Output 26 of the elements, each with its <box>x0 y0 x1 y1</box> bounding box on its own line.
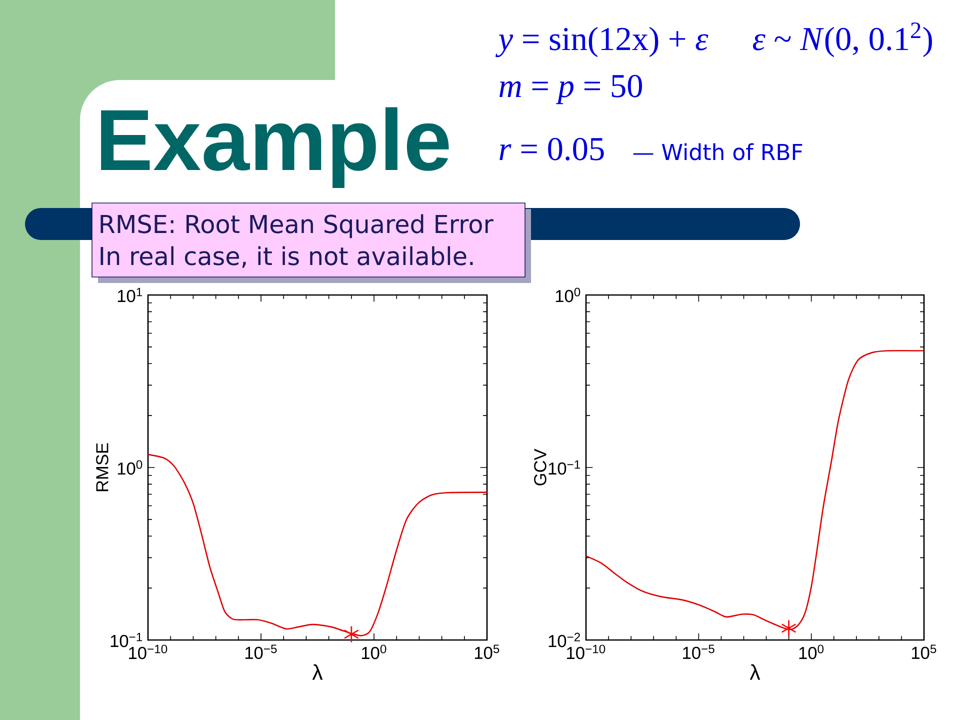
x-axis-title: λ <box>750 664 760 680</box>
y-axis-title: RMSE <box>96 443 108 492</box>
x-tick-label: 10$^{−5}$ <box>245 644 277 660</box>
y-tick-label: 10$^{1}$ <box>118 288 142 302</box>
text: m = p = 50 <box>499 74 642 104</box>
y-tick-label: 10$^{−1}$ <box>548 460 580 475</box>
y-tick-label: 10$^{0}$ <box>556 288 580 302</box>
text: ε ~ N(0, 0.1$^{2}$) <box>752 22 932 58</box>
x-tick-label: 10$^{−5}$ <box>683 644 714 660</box>
x-tick-label: 10$^{−10}$ <box>129 644 168 660</box>
y-tick-label: 10$^{0}$ <box>118 460 142 475</box>
text: y = sin(12x) + ε <box>495 26 708 58</box>
y-tick-label: 10$^{−1}$ <box>110 632 142 648</box>
y-axis-title: GCV <box>534 448 546 486</box>
text: RMSE: Root Mean Squared Error <box>100 214 494 238</box>
x-tick-label: 10$^{0}$ <box>799 644 824 660</box>
text: In real case, it is not available. <box>100 246 473 268</box>
x-tick-label: 10$^{−10}$ <box>567 644 606 660</box>
text: r = 0.05 <box>500 138 604 160</box>
text: — Width of RBF <box>633 143 802 160</box>
text: Example <box>101 107 449 188</box>
x-axis-title: λ <box>312 664 323 680</box>
x-tick-label: 10$^{5}$ <box>474 644 500 660</box>
x-tick-label: 10$^{0}$ <box>362 644 386 660</box>
x-tick-label: 10$^{5}$ <box>912 644 936 660</box>
y-tick-label: 10$^{−2}$ <box>548 632 580 648</box>
